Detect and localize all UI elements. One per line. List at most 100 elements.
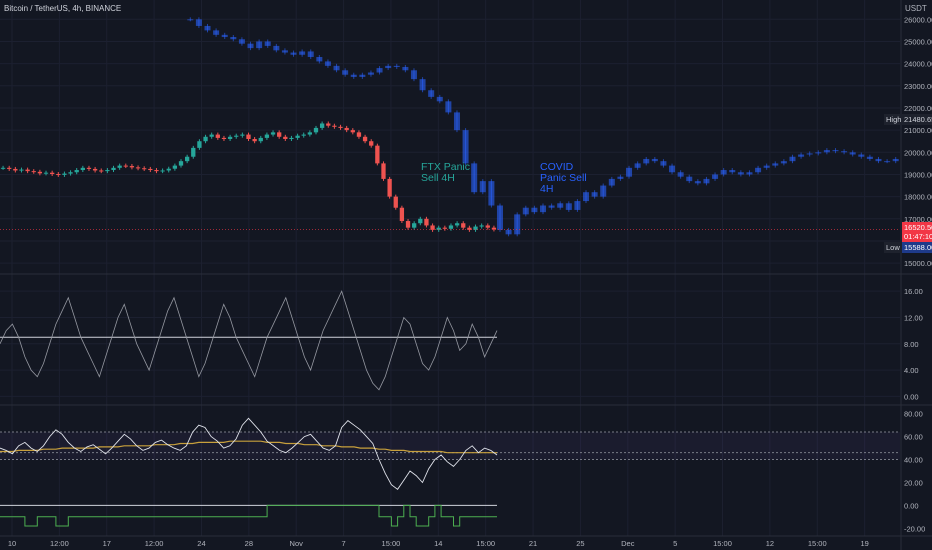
covid-overlay-candle <box>849 152 856 155</box>
covid-overlay-candle <box>436 96 443 102</box>
rsi-tick-label: 20.00 <box>904 478 923 487</box>
osc-tick-label: 4.00 <box>904 366 919 375</box>
btc-candle <box>135 167 141 169</box>
btc-candle <box>424 218 429 226</box>
covid-overlay-candle <box>350 74 357 77</box>
currency-label: USDT <box>905 4 927 13</box>
btc-candle <box>215 134 220 138</box>
high-tag: High <box>884 114 904 125</box>
covid-overlay-candle <box>316 56 323 62</box>
oscillator-pane[interactable] <box>0 290 498 391</box>
btc-candle <box>117 165 122 168</box>
price-tick-label: 24000.00 <box>904 60 932 69</box>
btc-candle <box>13 168 18 171</box>
btc-candle <box>31 171 36 173</box>
price-tick-label: 21000.00 <box>904 126 932 135</box>
oscillator-line <box>0 290 498 391</box>
btc-candle <box>448 225 454 229</box>
btc-candle <box>92 168 98 171</box>
btc-candle <box>332 125 337 127</box>
covid-overlay-candle <box>393 65 400 67</box>
btc-candle <box>307 132 313 135</box>
btc-candle <box>258 137 263 142</box>
covid-overlay-candle <box>548 205 555 208</box>
covid-overlay-candle <box>256 41 263 49</box>
rsi-tick-label: 80.00 <box>904 410 923 419</box>
time-tick-label: 19 <box>860 539 868 548</box>
time-tick-label: Dec <box>621 539 635 548</box>
covid-overlay-candle <box>290 52 297 55</box>
btc-candle <box>270 132 276 135</box>
price-tick-label: 17000.00 <box>904 215 932 224</box>
btc-candle <box>203 136 208 142</box>
btc-candle <box>56 174 61 176</box>
covid-overlay-candle <box>806 153 813 155</box>
btc-candle <box>393 196 398 208</box>
covid-overlay-candle <box>522 207 529 215</box>
covid-overlay-candle <box>789 156 796 162</box>
covid-overlay-candle <box>445 101 452 113</box>
covid-line-3: 4H <box>540 183 554 195</box>
btc-candle <box>405 221 411 228</box>
price-pane[interactable] <box>0 17 900 237</box>
covid-overlay-candle <box>273 45 280 51</box>
osc-tick-label: 8.00 <box>904 340 919 349</box>
rsi-tick-label: -20.00 <box>904 524 925 533</box>
grid <box>0 0 900 536</box>
covid-overlay-candle <box>884 161 891 163</box>
btc-candle <box>184 156 190 162</box>
rsi-pane[interactable] <box>0 417 900 527</box>
covid-overlay-candle <box>410 70 417 80</box>
btc-candle <box>344 127 349 131</box>
btc-candle <box>369 141 374 146</box>
symbol-title[interactable]: Bitcoin / TetherUS, 4h, BINANCE <box>4 4 122 13</box>
btc-candle <box>399 207 405 222</box>
btc-candle <box>80 167 85 171</box>
btc-candle <box>111 167 116 171</box>
covid-overlay-candle <box>462 130 469 164</box>
low-value-badge: 15588.00 <box>902 242 932 253</box>
price-tick-label: 20000.00 <box>904 148 932 157</box>
btc-candle <box>160 170 165 172</box>
covid-overlay-candle <box>264 41 271 46</box>
btc-candle <box>301 134 306 136</box>
btc-candle <box>350 130 355 133</box>
btc-candle <box>142 168 147 170</box>
covid-overlay-candle <box>514 214 521 235</box>
btc-candle <box>338 126 343 128</box>
btc-candle <box>362 136 368 142</box>
covid-overlay-candle <box>281 50 288 53</box>
btc-candle <box>246 134 251 139</box>
btc-candle <box>197 141 202 148</box>
rsi-tick-label: 60.00 <box>904 433 923 442</box>
btc-candle <box>234 135 239 137</box>
osc-tick-label: 12.00 <box>904 313 923 322</box>
btc-candle <box>277 132 282 137</box>
covid-overlay-candle <box>453 112 460 131</box>
rsi-tick-label: 0.00 <box>904 501 919 510</box>
covid-overlay-candle <box>858 154 865 157</box>
btc-candle <box>467 227 472 230</box>
btc-candle <box>99 170 104 172</box>
btc-candle <box>37 171 43 174</box>
covid-overlay-candle <box>505 229 512 235</box>
price-tick-label: 18000.00 <box>904 193 932 202</box>
btc-candle <box>381 163 386 179</box>
signal-step-line <box>0 504 497 527</box>
btc-candle <box>387 178 392 197</box>
covid-overlay-candle <box>720 170 727 175</box>
time-tick-label: 14 <box>434 539 442 548</box>
btc-candle <box>289 137 294 139</box>
covid-overlay-candle <box>583 192 590 202</box>
current-price-badge: 16520.50 <box>902 222 932 233</box>
covid-overlay-candle <box>496 205 503 230</box>
btc-candle <box>62 173 67 175</box>
btc-candle <box>166 168 171 171</box>
btc-candle <box>25 169 30 172</box>
covid-overlay-candle <box>419 79 426 91</box>
covid-annotation: COVID Panic Sell 4H <box>540 162 587 195</box>
covid-overlay-candle <box>307 51 314 57</box>
btc-candle <box>19 169 24 171</box>
